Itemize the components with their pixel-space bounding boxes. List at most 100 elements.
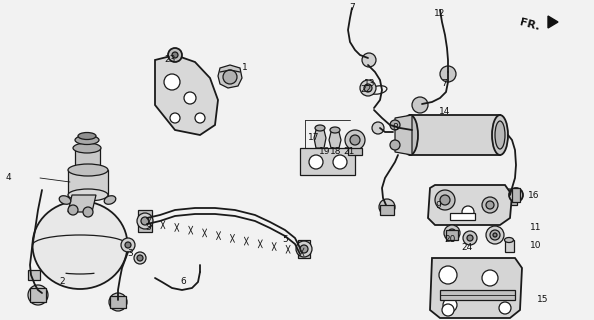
Circle shape [490,230,500,240]
Polygon shape [450,213,475,220]
Text: 20: 20 [444,236,456,244]
Text: 5: 5 [282,236,288,244]
Circle shape [412,97,428,113]
Ellipse shape [73,143,101,153]
Circle shape [440,195,450,205]
Polygon shape [446,230,458,240]
Circle shape [502,189,518,205]
Polygon shape [512,188,520,202]
Ellipse shape [78,132,96,140]
Text: 4: 4 [5,173,11,182]
Circle shape [364,84,372,92]
Polygon shape [440,290,515,300]
Text: 17: 17 [308,133,320,142]
Polygon shape [300,148,355,175]
Circle shape [448,229,456,237]
Circle shape [435,190,455,210]
Text: 18: 18 [330,148,342,156]
Text: 21: 21 [343,148,355,156]
Circle shape [513,192,519,198]
Text: 3: 3 [145,223,151,233]
Ellipse shape [68,189,108,201]
Circle shape [486,201,494,209]
Ellipse shape [315,125,325,131]
Ellipse shape [330,127,340,133]
Polygon shape [380,205,394,215]
Polygon shape [314,128,326,148]
Text: 9: 9 [435,201,441,210]
Polygon shape [428,185,512,225]
Circle shape [195,113,205,123]
Circle shape [109,293,127,311]
Polygon shape [410,115,500,155]
Polygon shape [138,210,152,232]
Circle shape [296,241,312,257]
Text: 19: 19 [319,148,331,156]
Circle shape [493,233,497,237]
Polygon shape [329,130,341,148]
Ellipse shape [68,164,108,176]
Circle shape [390,120,400,130]
Circle shape [164,74,180,90]
Circle shape [350,135,360,145]
Circle shape [309,155,323,169]
Ellipse shape [402,115,418,155]
Polygon shape [68,170,108,195]
Text: 23: 23 [165,55,176,65]
Polygon shape [505,240,514,252]
Circle shape [372,122,384,134]
Circle shape [223,70,237,84]
Circle shape [362,53,376,67]
Text: 11: 11 [530,223,542,233]
Polygon shape [110,296,126,308]
Circle shape [121,238,135,252]
Polygon shape [68,195,96,212]
Text: 1: 1 [242,63,248,73]
Circle shape [168,48,182,62]
Polygon shape [155,55,218,135]
Circle shape [125,242,131,248]
Circle shape [499,302,511,314]
Ellipse shape [492,115,508,155]
Circle shape [137,213,153,229]
Polygon shape [348,148,362,155]
Text: 6: 6 [180,277,186,286]
Ellipse shape [104,196,116,204]
Circle shape [68,205,78,215]
Ellipse shape [504,237,513,243]
Circle shape [379,199,395,215]
Ellipse shape [73,165,101,175]
Circle shape [28,285,48,305]
Circle shape [463,231,477,245]
Circle shape [33,290,43,300]
Circle shape [390,140,400,150]
Text: 10: 10 [530,241,542,250]
Circle shape [184,92,196,104]
Circle shape [440,66,456,82]
Text: 8: 8 [392,124,398,132]
Ellipse shape [59,196,71,204]
Text: 3: 3 [127,249,133,258]
Text: 14: 14 [440,108,451,116]
Text: 24: 24 [462,244,473,252]
Text: 15: 15 [537,295,549,305]
Circle shape [486,226,504,244]
Polygon shape [548,16,558,28]
Polygon shape [298,240,310,258]
Circle shape [333,155,347,169]
Text: 12: 12 [434,10,446,19]
Text: 16: 16 [528,190,540,199]
Polygon shape [395,115,412,155]
Text: FR.: FR. [519,18,541,33]
Circle shape [300,245,308,253]
Text: 7: 7 [441,78,447,87]
Polygon shape [30,288,46,302]
Circle shape [444,225,460,241]
Circle shape [467,235,473,241]
Circle shape [509,188,523,202]
Ellipse shape [75,135,99,145]
Circle shape [482,270,498,286]
Circle shape [141,217,149,225]
Ellipse shape [495,121,505,149]
Text: 2: 2 [59,277,65,286]
